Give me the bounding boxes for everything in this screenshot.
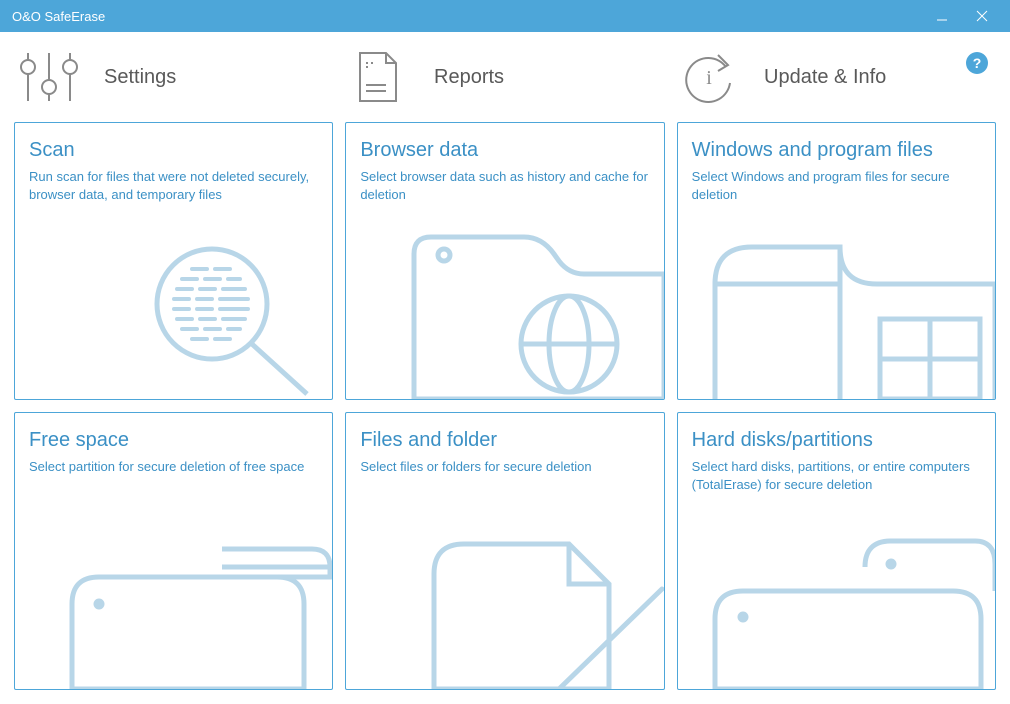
card-scan-desc: Run scan for files that were not deleted…	[29, 168, 318, 204]
svg-text:i: i	[706, 67, 712, 89]
card-disks[interactable]: Hard disks/partitions Select hard disks,…	[677, 412, 996, 690]
toolbar-settings-label: Settings	[104, 66, 176, 89]
disks-icon	[695, 529, 995, 689]
card-scan[interactable]: Scan Run scan for files that were not de…	[14, 122, 333, 400]
card-browser-title: Browser data	[360, 139, 649, 162]
card-disks-title: Hard disks/partitions	[692, 429, 981, 452]
window-title: O&O SafeErase	[12, 9, 922, 24]
close-button[interactable]	[962, 0, 1002, 32]
card-freespace-desc: Select partition for secure deletion of …	[29, 458, 318, 476]
toolbar: Settings Reports i Update & Info ?	[0, 32, 1010, 122]
card-scan-title: Scan	[29, 139, 318, 162]
card-freespace[interactable]: Free space Select partition for secure d…	[14, 412, 333, 690]
card-disks-desc: Select hard disks, partitions, or entire…	[692, 458, 981, 494]
card-freespace-title: Free space	[29, 429, 318, 452]
browser-icon	[404, 229, 664, 399]
card-grid: Scan Run scan for files that were not de…	[0, 122, 1010, 704]
update-icon: i	[674, 47, 744, 107]
windows-icon	[705, 229, 995, 399]
freespace-icon	[52, 529, 332, 689]
toolbar-settings[interactable]: Settings	[14, 47, 344, 107]
card-windows[interactable]: Windows and program files Select Windows…	[677, 122, 996, 400]
titlebar: O&O SafeErase	[0, 0, 1010, 32]
toolbar-reports[interactable]: Reports	[344, 47, 674, 107]
card-windows-desc: Select Windows and program files for sec…	[692, 168, 981, 204]
help-button[interactable]: ?	[966, 52, 988, 74]
card-browser-desc: Select browser data such as history and …	[360, 168, 649, 204]
reports-icon	[344, 47, 414, 107]
card-browser[interactable]: Browser data Select browser data such as…	[345, 122, 664, 400]
minimize-button[interactable]	[922, 0, 962, 32]
card-files-title: Files and folder	[360, 429, 649, 452]
card-files-desc: Select files or folders for secure delet…	[360, 458, 649, 476]
scan-icon	[112, 229, 332, 399]
files-icon	[414, 529, 664, 689]
settings-icon	[14, 47, 84, 107]
card-files[interactable]: Files and folder Select files or folders…	[345, 412, 664, 690]
toolbar-reports-label: Reports	[434, 66, 504, 89]
toolbar-update[interactable]: i Update & Info	[674, 47, 996, 107]
toolbar-update-label: Update & Info	[764, 66, 886, 89]
card-windows-title: Windows and program files	[692, 139, 981, 162]
